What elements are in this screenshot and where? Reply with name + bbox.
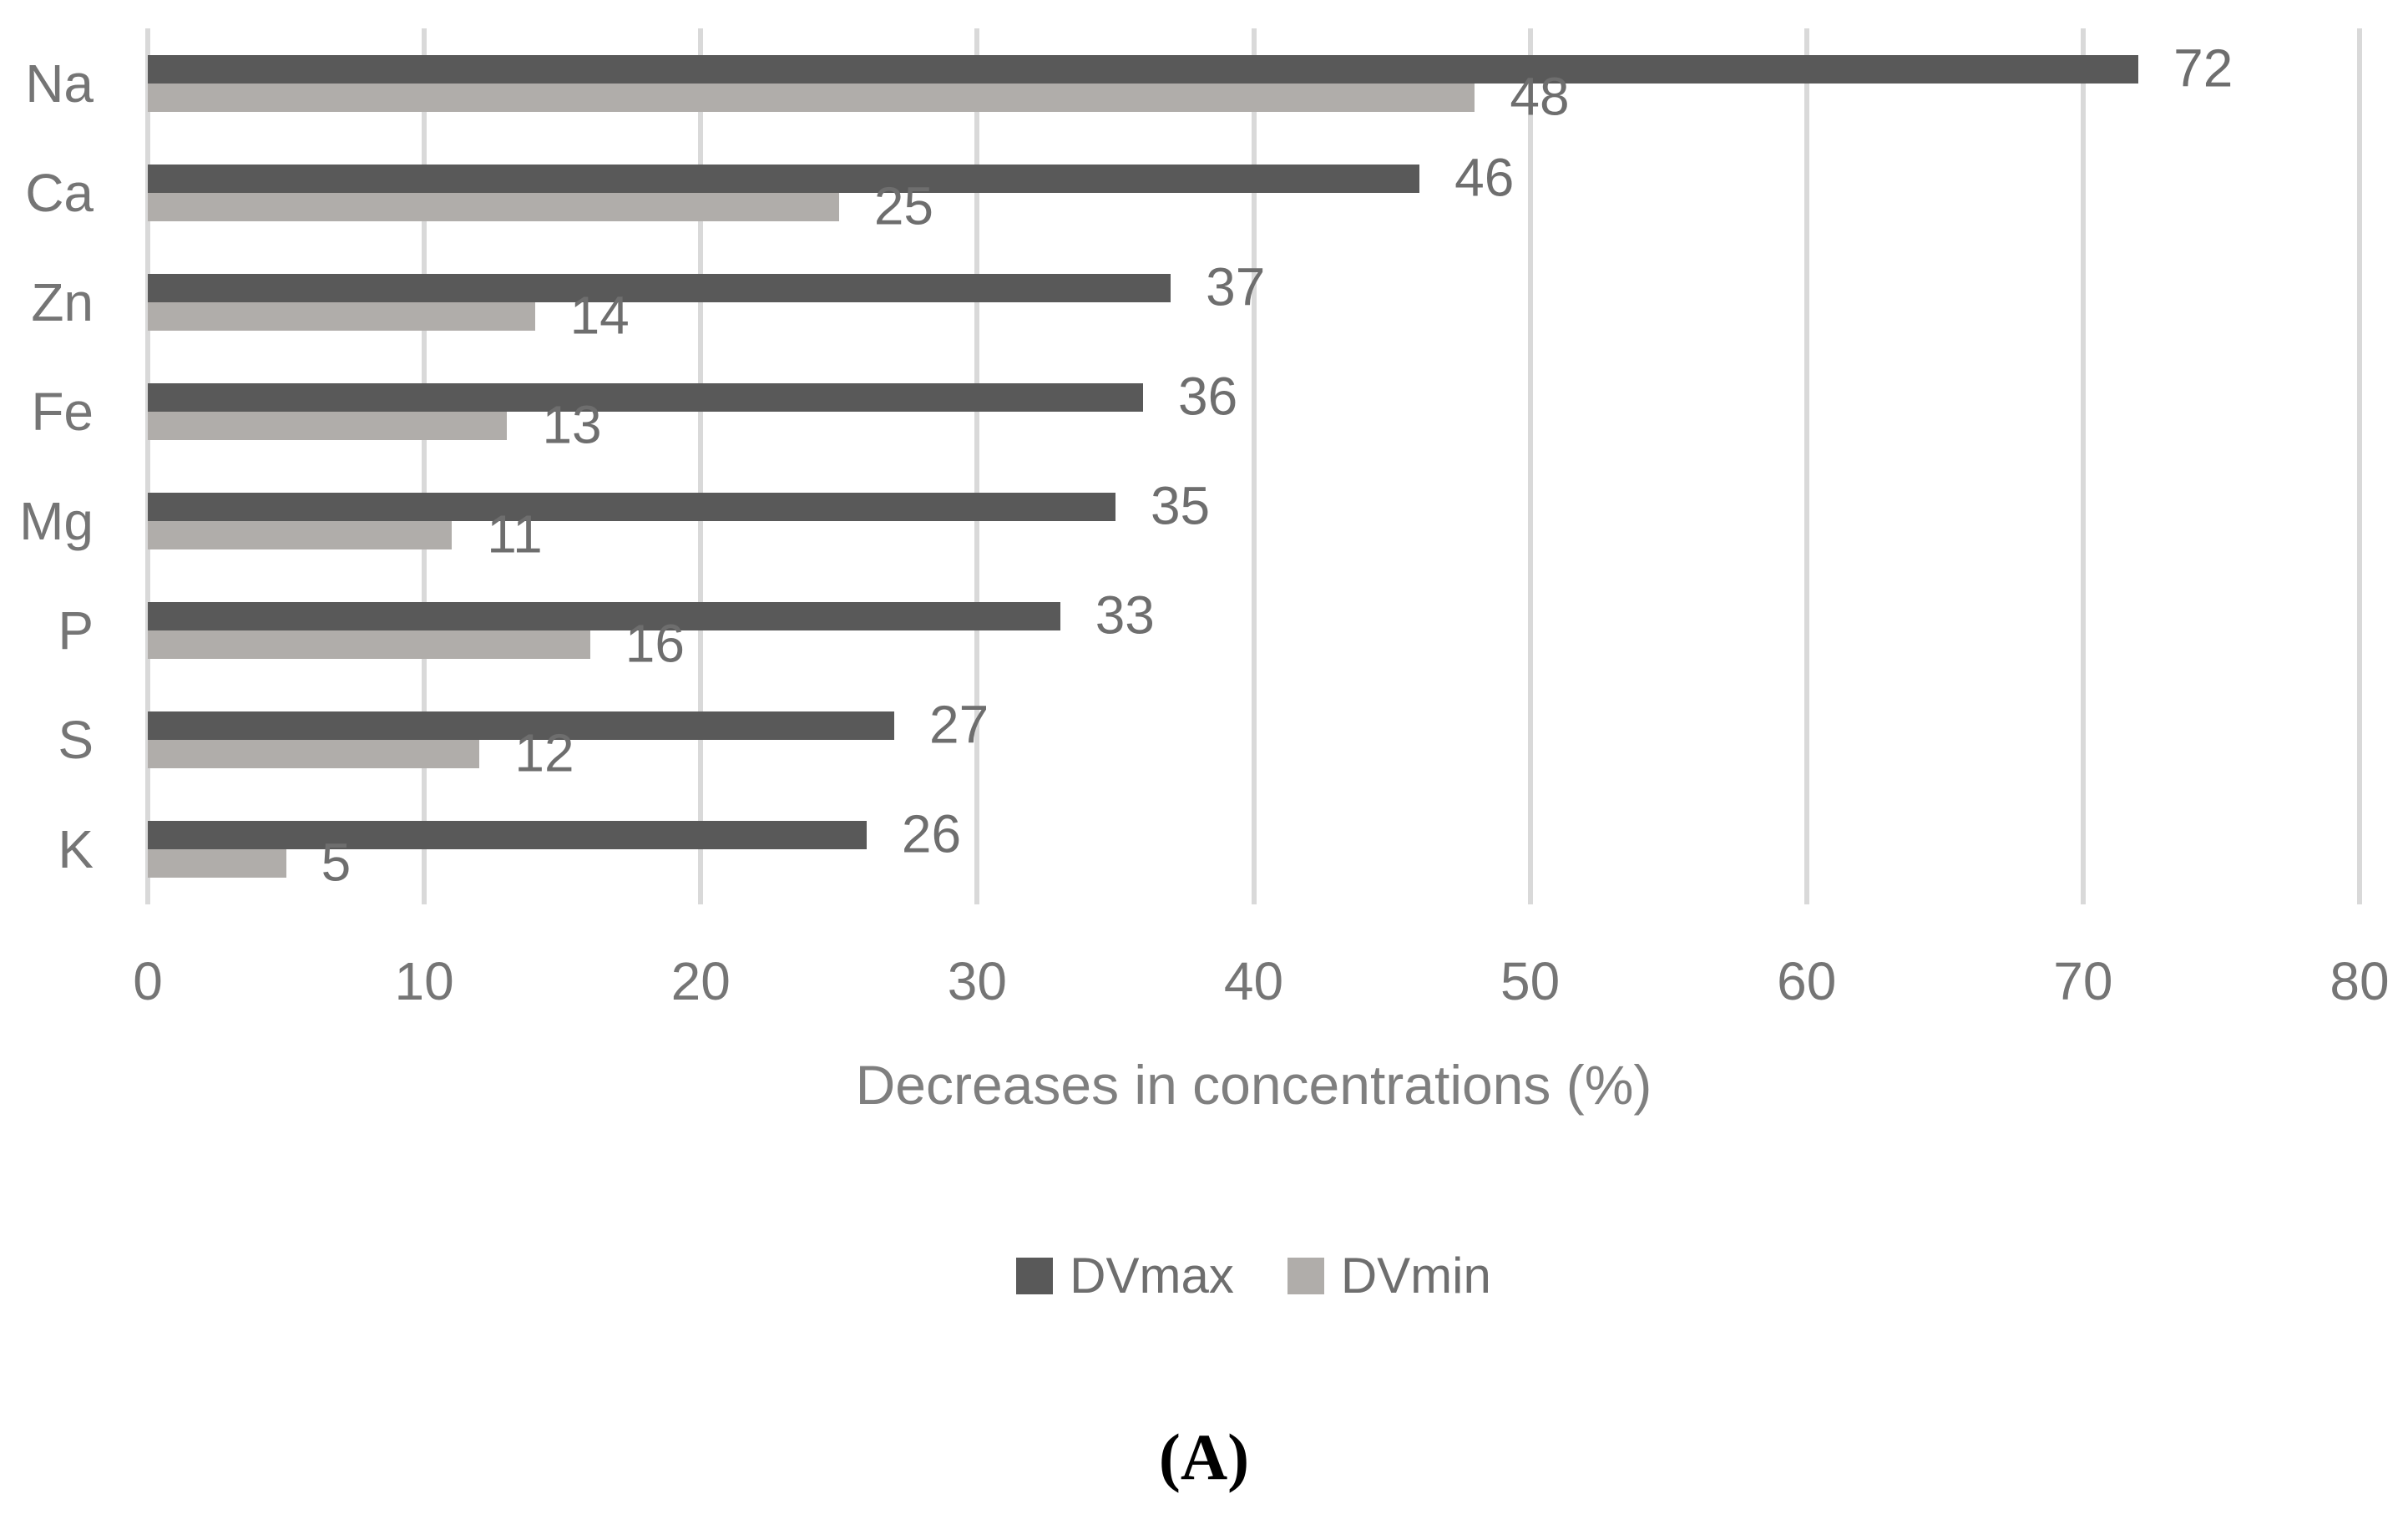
gridline-x-30	[974, 28, 980, 904]
value-label-dvmin-k: 5	[321, 833, 352, 894]
bar-dvmin-mg	[148, 521, 453, 550]
legend-label-dvmax: DVmax	[1070, 1248, 1234, 1304]
x-tick-label-0: 0	[133, 951, 163, 1011]
bar-dvmax-zn	[148, 273, 1171, 302]
value-label-dvmin-p: 16	[625, 613, 685, 674]
category-label-mg: Mg	[19, 491, 94, 552]
bar-dvmin-na	[148, 83, 1475, 112]
legend: DVmax DVmin	[148, 1251, 2360, 1301]
legend-item-dvmax: DVmax	[1016, 1251, 1234, 1301]
gridline-x-40	[1251, 28, 1257, 904]
x-tick-label-20: 20	[670, 951, 731, 1011]
value-label-dvmax-mg: 35	[1150, 475, 1211, 536]
bar-dvmax-k	[148, 821, 867, 850]
legend-item-dvmin: DVmin	[1287, 1251, 1491, 1301]
category-label-s: S	[58, 710, 94, 771]
bar-dvmin-fe	[148, 411, 508, 440]
x-tick-label-40: 40	[1223, 951, 1284, 1011]
x-tick-label-60: 60	[1777, 951, 1837, 1011]
gridline-x-20	[698, 28, 704, 904]
category-label-zn: Zn	[31, 271, 94, 332]
bar-dvmax-fe	[148, 382, 1144, 412]
gridline-x-50	[1527, 28, 1533, 904]
value-label-dvmax-k: 26	[901, 804, 962, 865]
bar-dvmax-ca	[148, 164, 1420, 193]
value-label-dvmax-na: 72	[2173, 38, 2233, 99]
x-axis-ticks: 0 10 20 30 40 50 60 70 80	[133, 951, 2389, 1021]
y-axis-line	[145, 28, 150, 904]
bar-dvmax-s	[148, 711, 895, 741]
gridline-x-80	[2357, 28, 2362, 904]
value-label-dvmin-s: 12	[514, 723, 574, 784]
bar-dvmin-ca	[148, 192, 839, 221]
value-label-dvmin-na: 48	[1510, 66, 1570, 127]
x-tick-label-50: 50	[1500, 951, 1561, 1011]
bar-dvmax-mg	[148, 493, 1115, 522]
bar-dvmin-s	[148, 740, 480, 769]
value-label-dvmax-p: 33	[1095, 585, 1155, 646]
legend-label-dvmin: DVmin	[1340, 1248, 1491, 1304]
x-tick-label-10: 10	[394, 951, 454, 1011]
legend-swatch-dvmax	[1016, 1258, 1054, 1294]
category-axis: Na Ca Zn Fe Mg P S K	[0, 0, 100, 1519]
category-label-p: P	[58, 600, 94, 661]
bar-dvmax-p	[148, 602, 1060, 631]
value-label-dvmax-s: 27	[929, 695, 989, 756]
gridline-x-60	[1803, 28, 1809, 904]
value-label-dvmax-ca: 46	[1454, 147, 1515, 208]
gridline-x-10	[422, 28, 427, 904]
value-label-dvmin-ca: 25	[873, 175, 933, 236]
value-label-dvmax-fe: 36	[1178, 366, 1238, 427]
category-label-na: Na	[25, 53, 94, 114]
plot-area: 72 48 46 25 37 14 36 13 35 11 33 16 27 12 26 5	[145, 28, 2362, 904]
bar-dvmin-zn	[148, 301, 535, 331]
value-label-dvmin-mg: 11	[487, 504, 543, 565]
category-label-fe: Fe	[31, 381, 94, 442]
bar-dvmin-p	[148, 630, 590, 660]
bar-dvmax-na	[148, 54, 2139, 84]
value-label-dvmax-zn: 37	[1206, 256, 1266, 317]
x-tick-label-30: 30	[947, 951, 1007, 1011]
category-label-ca: Ca	[25, 162, 94, 223]
x-axis-title: Decreases in concentrations (%)	[855, 1054, 1652, 1116]
figure-caption: (A)	[1158, 1420, 1250, 1493]
category-label-k: K	[58, 819, 94, 880]
value-label-dvmin-fe: 13	[542, 394, 602, 455]
x-tick-label-70: 70	[2053, 951, 2113, 1011]
value-label-dvmin-zn: 14	[569, 285, 630, 346]
bar-dvmin-k	[148, 849, 286, 878]
x-tick-label-80: 80	[2330, 951, 2390, 1011]
legend-swatch-dvmin	[1287, 1258, 1324, 1294]
gridline-x-70	[2080, 28, 2086, 904]
